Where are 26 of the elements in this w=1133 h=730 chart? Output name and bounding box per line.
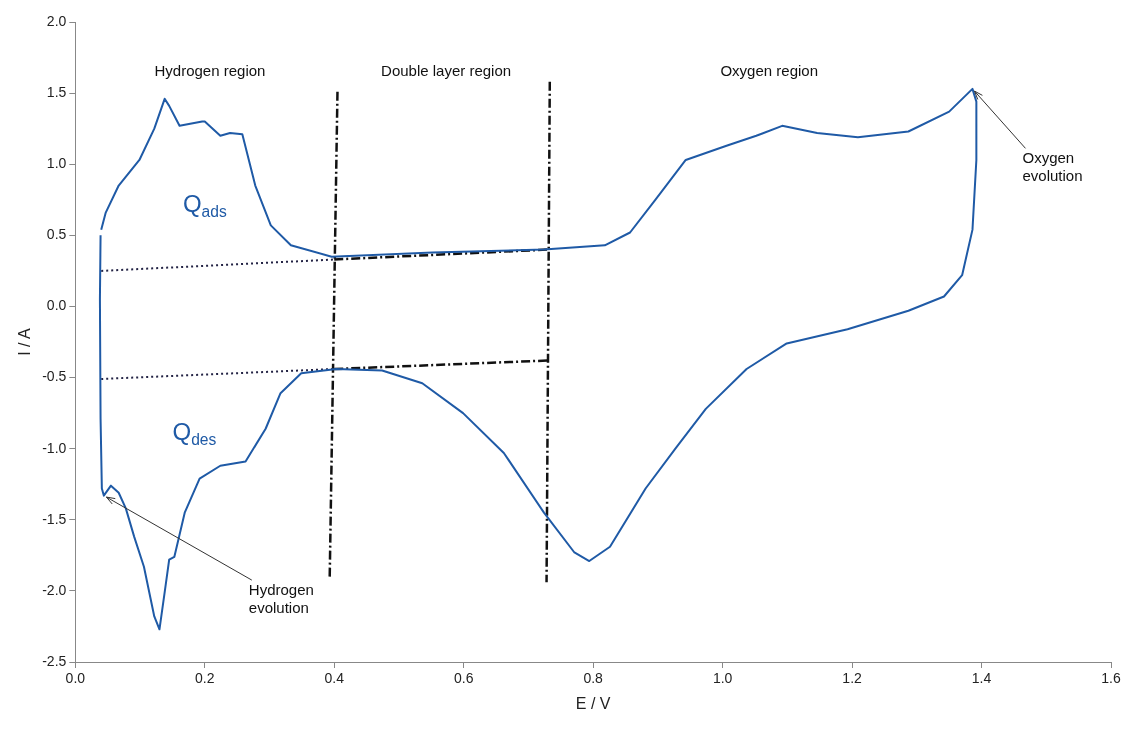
x-tick-label: 0.6 (453, 670, 474, 687)
y-tick-label: -1.5 (42, 510, 67, 527)
x-tick-label: 0.4 (324, 670, 345, 687)
x-tick-label: 0.2 (195, 670, 215, 687)
x-axis-title: E / V (575, 694, 611, 712)
y-tick-label: -2.0 (42, 581, 67, 598)
annotation: Hydrogen region (154, 62, 266, 80)
y-axis-title: I / A (16, 327, 34, 356)
y-tick-label: 0.0 (46, 297, 67, 314)
annotation: Oxygen evolution (1022, 148, 1083, 184)
x-tick-label: 0.8 (583, 670, 604, 687)
x-tick-label: 0.0 (65, 670, 86, 687)
x-tick-label: 1.2 (842, 670, 863, 687)
x-tick-label: 1.4 (971, 670, 992, 687)
y-tick-label: -2.5 (42, 652, 67, 669)
x-tick-label: 1.0 (712, 670, 733, 687)
y-tick-label: 0.5 (46, 226, 67, 243)
y-tick-label: 1.0 (46, 155, 67, 172)
y-tick-label: -1.0 (42, 439, 67, 456)
annotation: Hydrogen evolution (248, 580, 314, 616)
annotation: Oxygen region (720, 62, 819, 80)
annotation: Double layer region (381, 62, 512, 80)
y-tick-label: 1.5 (46, 83, 67, 100)
y-tick-label: 2.0 (46, 12, 67, 29)
x-tick-label: 1.6 (1101, 670, 1121, 687)
y-tick-label: -0.5 (42, 368, 67, 385)
